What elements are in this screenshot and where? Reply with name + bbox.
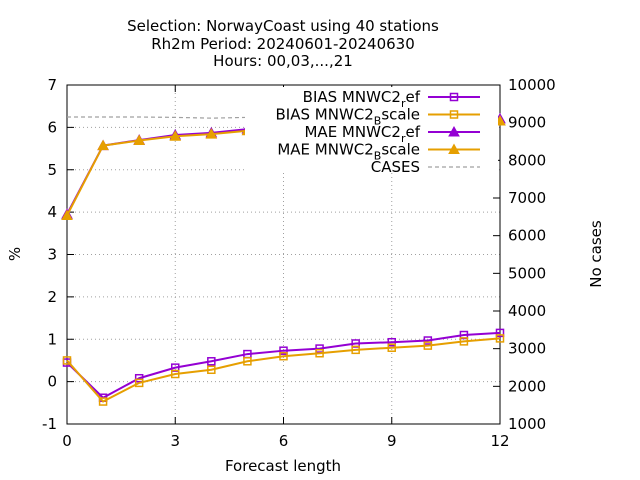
y-tick-label: -1 <box>42 415 57 433</box>
y2-tick-label: 7000 <box>508 189 546 207</box>
y2-tick-label: 1000 <box>508 415 546 433</box>
data-point <box>243 357 252 366</box>
y2-tick-label: 2000 <box>508 377 546 395</box>
chart-title: Selection: NorwayCoast using 40 stations… <box>127 17 439 70</box>
series-1 <box>62 334 505 406</box>
legend-marker <box>449 92 459 102</box>
x-axis-label: Forecast length <box>225 457 341 475</box>
x-tick-label: 0 <box>62 432 72 450</box>
data-point <box>98 397 108 406</box>
data-point <box>495 328 505 338</box>
data-point <box>423 336 433 345</box>
data-point <box>171 369 180 379</box>
axes: 0 3 6 9 12-101234567100020003000400050006000… <box>42 76 556 450</box>
y2-tick-label: 8000 <box>508 151 546 169</box>
y2-tick-label: 3000 <box>508 340 546 358</box>
y-tick-label: 2 <box>47 288 57 306</box>
chart-title-line-2: Rh2m Period: 20240601-20240630 <box>151 35 415 53</box>
legend-label: CASES <box>371 158 420 176</box>
legend-label: MAE MNWC2ref <box>304 123 420 145</box>
data-point <box>205 128 218 139</box>
y-tick-label: 6 <box>47 118 57 136</box>
data-point <box>459 337 469 346</box>
data-point <box>279 351 288 361</box>
legend-marker <box>448 143 460 154</box>
data-point <box>134 378 144 388</box>
y-tick-label: 4 <box>47 203 57 221</box>
x-tick-label: 3 <box>170 432 180 450</box>
x-tick-label: 9 <box>387 432 397 450</box>
x-tick-label: 6 <box>279 432 289 450</box>
series-0 <box>62 328 505 402</box>
legend-label: BIAS MNWC2ref <box>303 88 421 110</box>
y-tick-label: 1 <box>47 330 57 348</box>
data-point <box>279 346 288 355</box>
data-point <box>387 337 396 347</box>
y-tick-label: 5 <box>47 161 57 179</box>
data-point <box>61 209 73 221</box>
y2-tick-label: 10000 <box>508 76 556 94</box>
data-point <box>387 343 396 352</box>
data-point <box>315 344 324 353</box>
legend-marker <box>448 125 460 137</box>
data-point <box>351 345 360 355</box>
y2-tick-label: 6000 <box>508 227 546 245</box>
series-line <box>66 337 501 403</box>
data-point <box>134 373 144 383</box>
data-point <box>169 130 182 141</box>
data-point <box>423 341 433 350</box>
data-point <box>62 356 72 365</box>
series-line <box>66 331 501 399</box>
chart-title-line-1: Selection: NorwayCoast using 40 stations <box>127 17 439 35</box>
data-point <box>207 357 216 366</box>
data-point <box>495 334 505 343</box>
y-axis-label: % <box>6 247 24 261</box>
chart-title-line-3: Hours: 00,03,...,21 <box>213 52 353 70</box>
y-tick-label: 0 <box>47 373 57 391</box>
data-point <box>315 348 324 358</box>
data-point <box>133 134 146 146</box>
y-tick-label: 7 <box>47 76 57 94</box>
y2-axis-label: No cases <box>587 220 605 288</box>
data-point <box>97 139 109 151</box>
x-tick-label: 12 <box>490 432 509 450</box>
legend-marker <box>449 110 459 119</box>
y2-tick-label: 4000 <box>508 302 546 320</box>
data-point <box>207 365 216 375</box>
y-tick-label: 3 <box>47 246 57 264</box>
y2-tick-label: 5000 <box>508 264 546 282</box>
legend-label: BIAS MNWC2Bscale <box>276 106 420 128</box>
legend-label: MAE MNWC2Bscale <box>277 141 420 163</box>
y2-tick-label: 9000 <box>508 114 546 132</box>
